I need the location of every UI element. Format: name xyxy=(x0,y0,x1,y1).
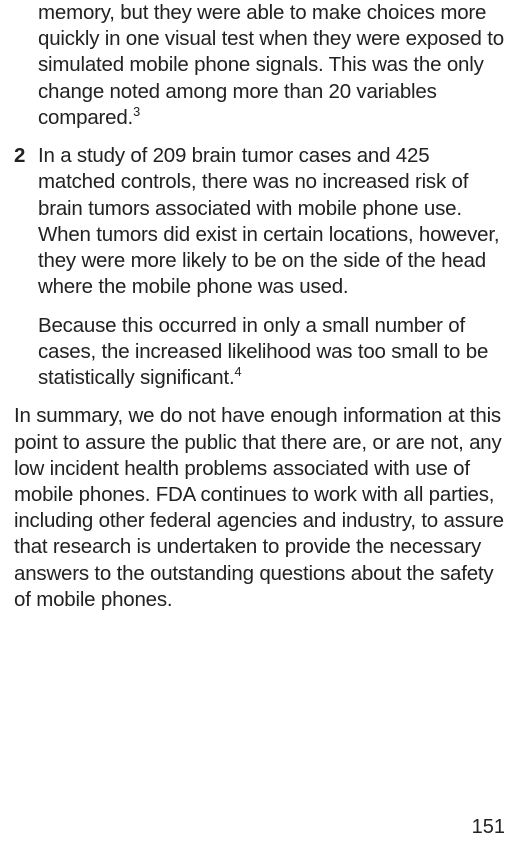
footnote-ref: 4 xyxy=(234,364,241,379)
paragraph: memory, but they were able to make choic… xyxy=(38,0,507,131)
body-text: In summary, we do not have enough inform… xyxy=(14,404,504,611)
footnote-ref: 3 xyxy=(133,104,140,119)
body-text: In a study of 209 brain tumor cases and … xyxy=(38,144,499,298)
list-number: 2 xyxy=(14,143,25,169)
body-text: Because this occurred in only a small nu… xyxy=(38,314,488,389)
paragraph: Because this occurred in only a small nu… xyxy=(38,313,507,392)
summary-paragraph: In summary, we do not have enough inform… xyxy=(14,403,507,613)
list-item-1-continuation: memory, but they were able to make choic… xyxy=(14,0,507,131)
paragraph: In a study of 209 brain tumor cases and … xyxy=(38,143,507,300)
body-text: memory, but they were able to make choic… xyxy=(38,1,504,129)
page-content: memory, but they were able to make choic… xyxy=(14,0,507,613)
list-item-2: 2 In a study of 209 brain tumor cases an… xyxy=(14,143,507,391)
page-number: 151 xyxy=(472,816,505,839)
